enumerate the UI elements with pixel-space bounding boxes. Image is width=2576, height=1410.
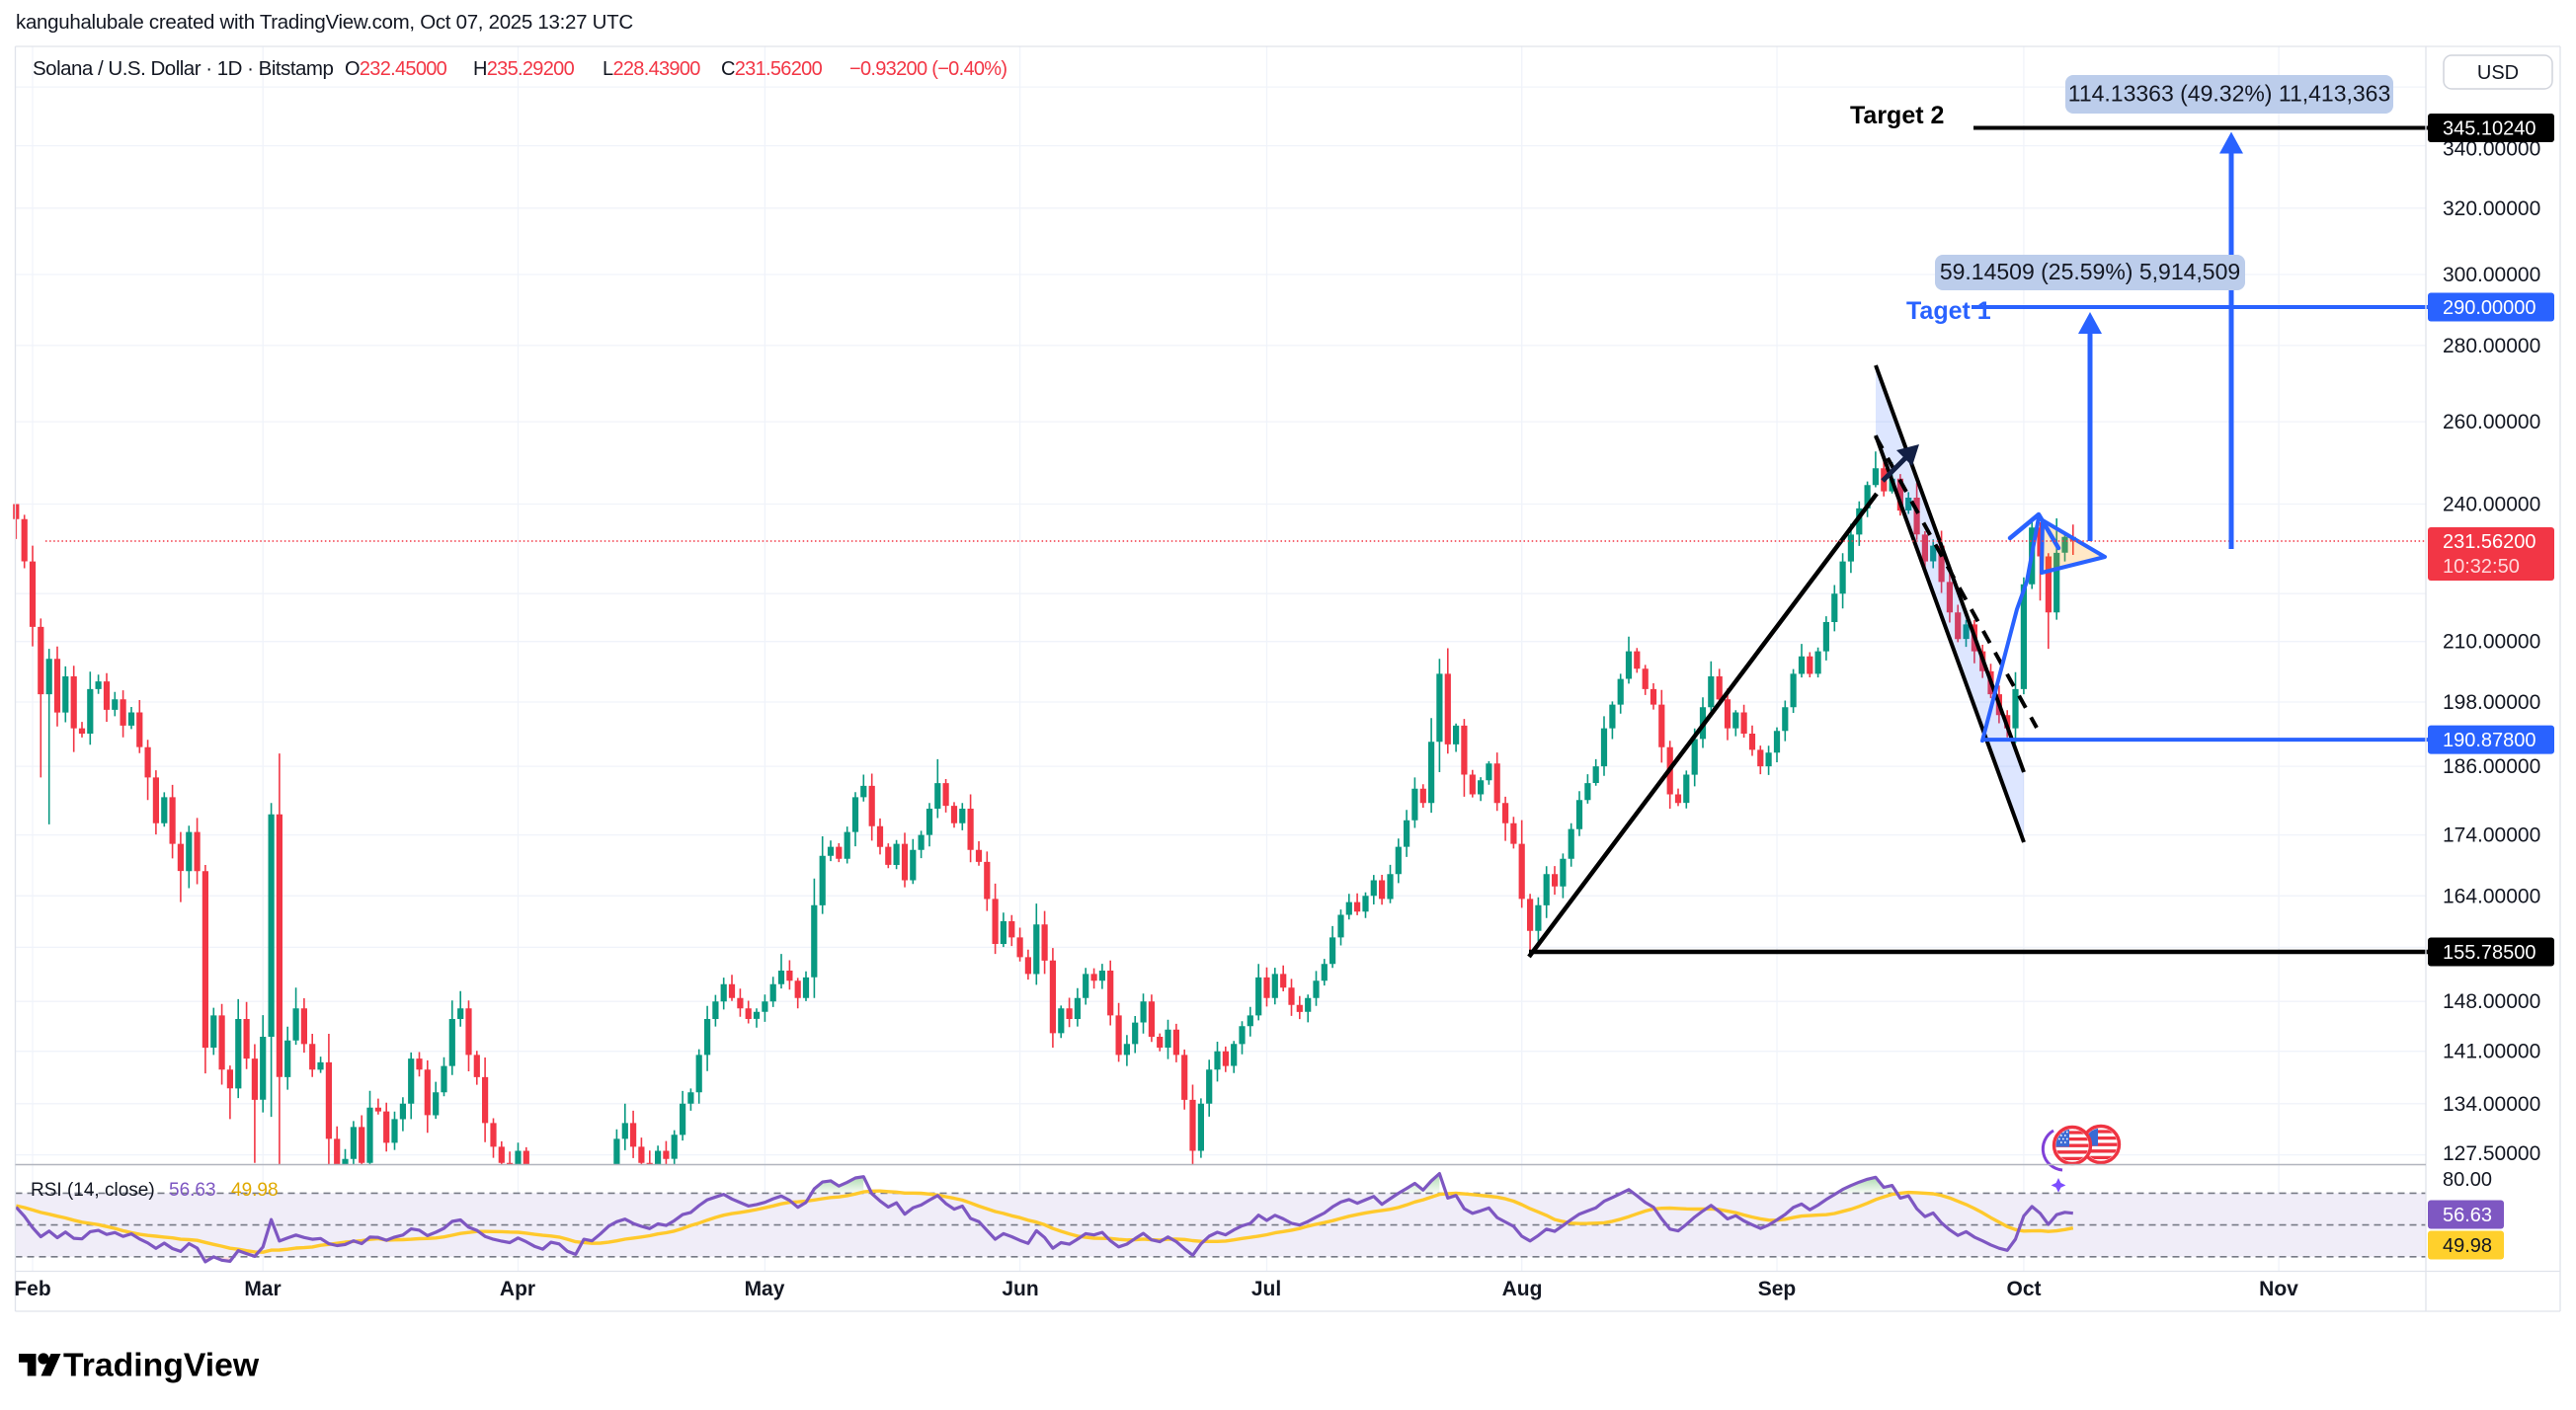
svg-text:127.50000: 127.50000 — [2443, 1142, 2540, 1165]
svg-text:H235.29200: H235.29200 — [473, 58, 575, 80]
svg-text:345.10240: 345.10240 — [2443, 118, 2536, 140]
svg-text:Oct: Oct — [2006, 1278, 2041, 1300]
svg-text:RSI (14, close): RSI (14, close) — [31, 1180, 155, 1201]
svg-text:231.56200: 231.56200 — [2443, 531, 2536, 553]
svg-text:49.98: 49.98 — [2443, 1235, 2492, 1257]
svg-text:kanguhalubale created with Tra: kanguhalubale created with TradingView.c… — [16, 11, 633, 34]
svg-text:10:32:50: 10:32:50 — [2443, 556, 2520, 578]
svg-text:190.87800: 190.87800 — [2443, 730, 2536, 751]
svg-text:56.63: 56.63 — [169, 1180, 216, 1201]
svg-text:320.00000: 320.00000 — [2443, 197, 2540, 220]
svg-text:280.00000: 280.00000 — [2443, 335, 2540, 357]
svg-text:80.00: 80.00 — [2443, 1169, 2492, 1191]
svg-text:O232.45000: O232.45000 — [345, 58, 447, 80]
svg-text:290.00000: 290.00000 — [2443, 297, 2536, 319]
svg-text:Sep: Sep — [1758, 1278, 1797, 1300]
svg-text:240.00000: 240.00000 — [2443, 494, 2540, 516]
svg-text:340.00000: 340.00000 — [2443, 138, 2540, 161]
svg-text:114.13363 (49.32%) 11,413,363: 114.13363 (49.32%) 11,413,363 — [2068, 81, 2391, 107]
svg-text:Aug: Aug — [1502, 1278, 1543, 1300]
svg-text:Jul: Jul — [1251, 1278, 1281, 1300]
svg-text:Feb: Feb — [14, 1278, 50, 1300]
svg-text:174.00000: 174.00000 — [2443, 824, 2540, 847]
svg-text:−0.93200 (−0.40%): −0.93200 (−0.40%) — [849, 58, 1006, 80]
svg-text:C231.56200: C231.56200 — [721, 58, 823, 80]
svg-text:Mar: Mar — [244, 1278, 281, 1300]
svg-text:Solana / U.S. Dollar · 1D · Bi: Solana / U.S. Dollar · 1D · Bitstamp — [33, 57, 334, 80]
svg-text:155.78500: 155.78500 — [2443, 942, 2536, 964]
svg-text:210.00000: 210.00000 — [2443, 631, 2540, 654]
svg-text:148.00000: 148.00000 — [2443, 990, 2540, 1013]
svg-text:164.00000: 164.00000 — [2443, 885, 2540, 907]
svg-text:Taget 1: Taget 1 — [1906, 297, 1991, 325]
svg-text:56.63: 56.63 — [2443, 1205, 2492, 1226]
svg-text:USD: USD — [2477, 62, 2519, 84]
svg-text:Jun: Jun — [1002, 1278, 1038, 1300]
svg-text:49.98: 49.98 — [231, 1180, 279, 1201]
svg-text:300.00000: 300.00000 — [2443, 264, 2540, 286]
svg-text:L228.43900: L228.43900 — [603, 58, 700, 80]
svg-text:198.00000: 198.00000 — [2443, 691, 2540, 714]
svg-text:186.00000: 186.00000 — [2443, 755, 2540, 778]
svg-text:Apr: Apr — [500, 1278, 535, 1300]
svg-text:59.14509 (25.59%) 5,914,509: 59.14509 (25.59%) 5,914,509 — [1940, 259, 2240, 284]
svg-text:Target 2: Target 2 — [1850, 102, 1944, 129]
svg-text:May: May — [745, 1278, 785, 1300]
svg-text:TradingView: TradingView — [63, 1347, 260, 1384]
svg-text:260.00000: 260.00000 — [2443, 411, 2540, 433]
svg-text:Nov: Nov — [2259, 1278, 2298, 1300]
svg-text:134.00000: 134.00000 — [2443, 1093, 2540, 1116]
svg-text:141.00000: 141.00000 — [2443, 1041, 2540, 1063]
